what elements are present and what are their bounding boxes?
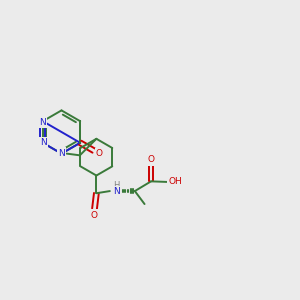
Text: O: O: [90, 211, 97, 220]
Text: O: O: [148, 155, 154, 164]
Text: H: H: [113, 181, 120, 190]
Text: O: O: [96, 149, 103, 158]
Text: N: N: [39, 118, 46, 127]
Text: OH: OH: [168, 178, 182, 187]
Text: N: N: [40, 138, 47, 147]
Text: N: N: [58, 148, 65, 158]
Text: N: N: [113, 188, 120, 196]
